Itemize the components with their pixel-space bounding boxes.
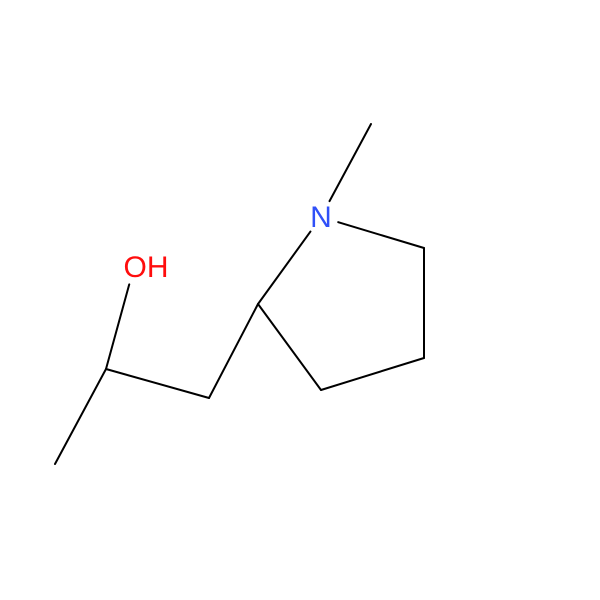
bond xyxy=(209,304,258,398)
bond xyxy=(106,284,129,369)
bond xyxy=(106,369,209,398)
n-atom-label: N xyxy=(310,201,332,234)
bond xyxy=(321,358,424,390)
bond xyxy=(258,232,310,304)
bond xyxy=(258,304,321,390)
bond xyxy=(338,222,424,248)
bond xyxy=(55,369,106,464)
o-atom-label: OH xyxy=(124,251,169,284)
bond xyxy=(330,124,371,201)
molecule-diagram: N OH xyxy=(0,0,600,600)
